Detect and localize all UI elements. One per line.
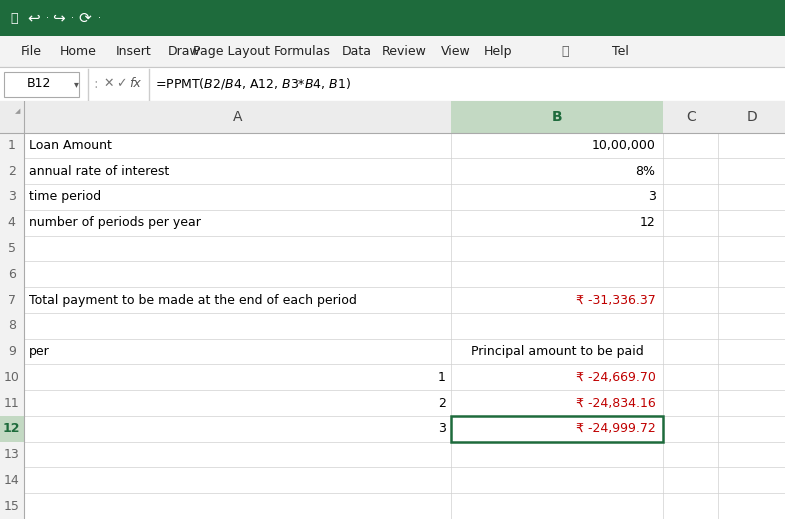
Text: 12: 12 xyxy=(640,216,655,229)
Text: Total payment to be made at the end of each period: Total payment to be made at the end of e… xyxy=(29,294,357,307)
Text: 11: 11 xyxy=(4,397,20,409)
Text: Loan Amount: Loan Amount xyxy=(29,139,112,152)
Text: ₹ -24,669.70: ₹ -24,669.70 xyxy=(575,371,655,384)
Text: 2: 2 xyxy=(8,165,16,177)
Text: annual rate of interest: annual rate of interest xyxy=(29,165,170,177)
Text: ✓: ✓ xyxy=(116,77,127,90)
Text: Principal amount to be paid: Principal amount to be paid xyxy=(471,345,644,358)
Text: ▾: ▾ xyxy=(74,79,79,89)
Text: Formulas: Formulas xyxy=(274,45,330,59)
Text: ·: · xyxy=(98,13,101,23)
Text: 💡: 💡 xyxy=(561,45,569,59)
Text: ₹ -24,999.72: ₹ -24,999.72 xyxy=(575,422,655,435)
Text: ₹ -24,834.16: ₹ -24,834.16 xyxy=(575,397,655,409)
Text: number of periods per year: number of periods per year xyxy=(29,216,201,229)
Bar xyxy=(0,132,24,519)
Text: 10,00,000: 10,00,000 xyxy=(592,139,655,152)
Text: 8%: 8% xyxy=(636,165,655,177)
Text: ↪: ↪ xyxy=(53,11,65,25)
Text: B12: B12 xyxy=(27,77,52,90)
Text: Page Layout: Page Layout xyxy=(193,45,270,59)
Text: ↩: ↩ xyxy=(27,11,40,25)
Text: 4: 4 xyxy=(8,216,16,229)
Text: 2: 2 xyxy=(438,397,446,409)
Text: :: : xyxy=(93,77,98,91)
Text: View: View xyxy=(440,45,470,59)
Text: ⟳: ⟳ xyxy=(78,11,91,25)
Text: fx: fx xyxy=(130,77,141,90)
Text: 9: 9 xyxy=(8,345,16,358)
Bar xyxy=(0,416,24,442)
Text: 12: 12 xyxy=(3,422,20,435)
Text: ·: · xyxy=(46,13,49,23)
Text: 6: 6 xyxy=(8,268,16,281)
Text: Tel: Tel xyxy=(612,45,629,59)
Text: 10: 10 xyxy=(4,371,20,384)
Text: D: D xyxy=(747,110,757,124)
Text: ₹ -31,336.37: ₹ -31,336.37 xyxy=(575,294,655,307)
Text: 1: 1 xyxy=(8,139,16,152)
Text: 🖫: 🖫 xyxy=(10,11,18,25)
Text: File: File xyxy=(21,45,42,59)
Text: 1: 1 xyxy=(438,371,446,384)
Bar xyxy=(451,101,663,132)
Text: 5: 5 xyxy=(8,242,16,255)
Text: ·: · xyxy=(71,13,74,23)
Text: 3: 3 xyxy=(648,190,655,203)
Bar xyxy=(451,416,663,442)
Text: C: C xyxy=(686,110,696,124)
Text: Help: Help xyxy=(484,45,513,59)
Text: time period: time period xyxy=(29,190,101,203)
Text: Home: Home xyxy=(60,45,97,59)
Text: ✕: ✕ xyxy=(103,77,114,90)
Text: 15: 15 xyxy=(4,500,20,513)
Text: 14: 14 xyxy=(4,474,20,487)
Text: B: B xyxy=(552,110,563,124)
Text: Data: Data xyxy=(342,45,372,59)
Text: ◢: ◢ xyxy=(15,108,20,114)
Text: 8: 8 xyxy=(8,319,16,332)
Bar xyxy=(0,101,785,132)
Text: per: per xyxy=(29,345,49,358)
Text: =PPMT($B$2/$B$4, A12, $B$3*$B$4, $B$1): =PPMT($B$2/$B$4, A12, $B$3*$B$4, $B$1) xyxy=(155,76,352,91)
Bar xyxy=(4,72,78,97)
Text: 13: 13 xyxy=(4,448,20,461)
Text: Insert: Insert xyxy=(115,45,152,59)
Text: 3: 3 xyxy=(438,422,446,435)
Text: Draw: Draw xyxy=(168,45,201,59)
Text: 3: 3 xyxy=(8,190,16,203)
Text: A: A xyxy=(232,110,243,124)
Text: 7: 7 xyxy=(8,294,16,307)
Text: Review: Review xyxy=(382,45,427,59)
